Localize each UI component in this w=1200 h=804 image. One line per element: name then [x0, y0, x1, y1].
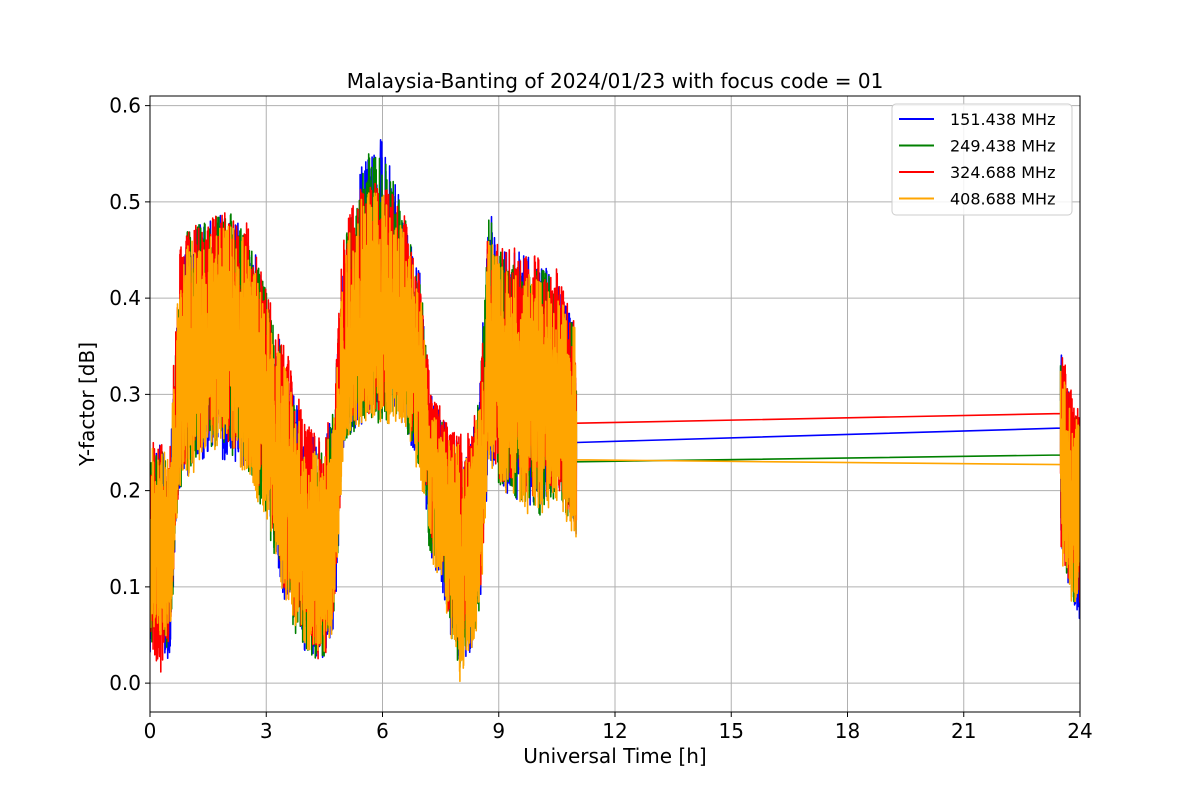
x-tick-label: 18	[835, 719, 860, 743]
legend-items: 151.438 MHz 249.438 MHz 324.688 MHz 408.688…	[899, 110, 1055, 209]
legend-label: 408.688 MHz	[950, 190, 1055, 209]
legend-entry: 151.438 MHz	[899, 110, 1055, 129]
legend-label: 249.438 MHz	[950, 137, 1055, 156]
x-tick-label: 24	[1067, 719, 1092, 743]
x-tick-label: 15	[719, 719, 744, 743]
legend-entry: 324.688 MHz	[899, 163, 1055, 182]
y-tick-label: 0.5	[109, 190, 141, 214]
y-tick-label: 0.0	[109, 671, 141, 695]
legend-entry: 249.438 MHz	[899, 137, 1055, 156]
x-tick-label: 3	[260, 719, 273, 743]
y-tick-label: 0.4	[109, 286, 141, 310]
y-tick-label: 0.6	[109, 94, 141, 118]
x-axis-label: Universal Time [h]	[523, 744, 706, 768]
x-tick-label: 12	[602, 719, 627, 743]
y-tick-label: 0.2	[109, 479, 141, 503]
y-axis-ticks: 0.0 0.1 0.2 0.3 0.4 0.5 0.6	[109, 94, 150, 695]
y-axis-label: Y-factor [dB]	[75, 342, 99, 467]
legend: 151.438 MHz 249.438 MHz 324.688 MHz 408.688…	[891, 103, 1073, 216]
x-tick-label: 9	[492, 719, 505, 743]
legend-box	[891, 103, 1073, 216]
legend-label: 324.688 MHz	[950, 163, 1055, 182]
y-tick-label: 0.1	[109, 575, 141, 599]
series-408-688-mhz	[150, 192, 1080, 683]
chart-title: Malaysia-Banting of 2024/01/23 with focu…	[347, 69, 884, 93]
y-tick-label: 0.3	[109, 382, 141, 406]
x-tick-label: 6	[376, 719, 389, 743]
series-layer	[150, 139, 1080, 683]
x-axis-ticks: 0 3 6 9 12 15 18 21 24	[144, 712, 1093, 743]
x-tick-label: 0	[144, 719, 157, 743]
legend-entry: 408.688 MHz	[899, 190, 1055, 209]
x-tick-label: 21	[951, 719, 976, 743]
legend-label: 151.438 MHz	[950, 110, 1055, 129]
series-line	[150, 192, 1080, 683]
